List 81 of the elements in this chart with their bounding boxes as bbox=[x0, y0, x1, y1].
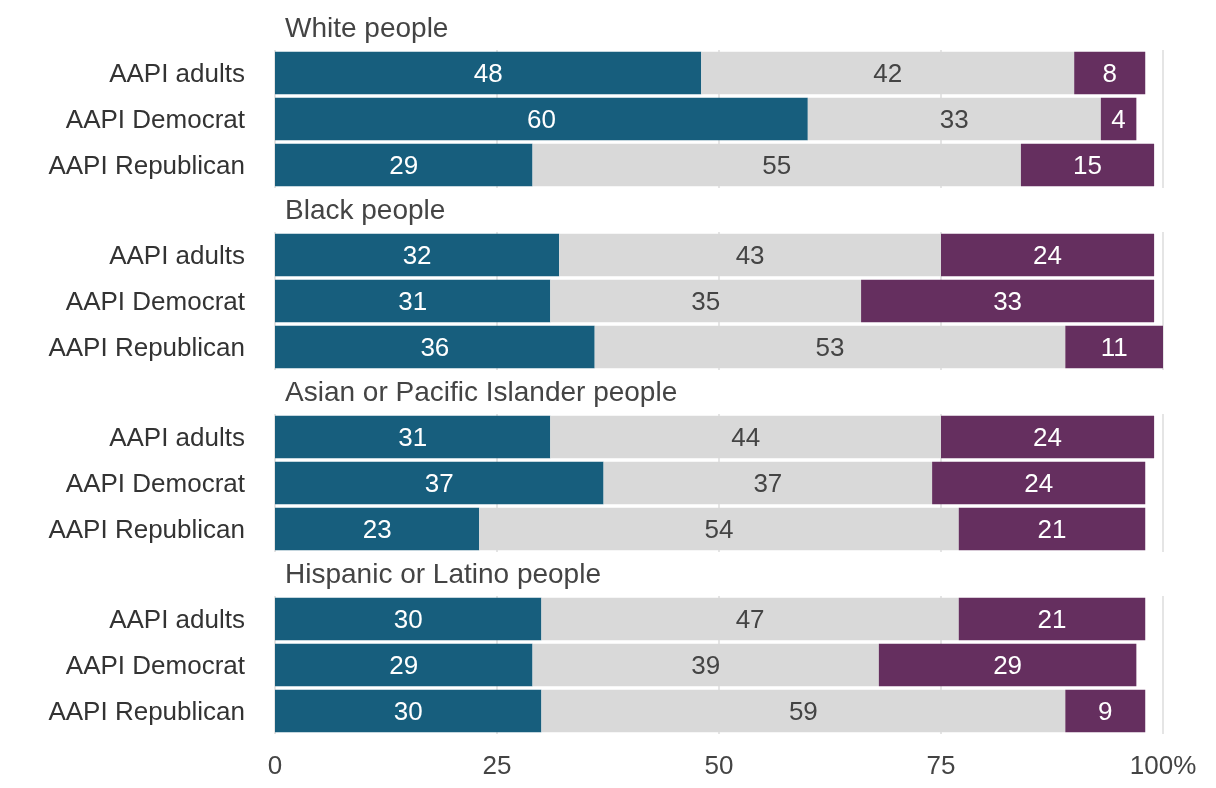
bar bbox=[275, 689, 542, 733]
x-tick-label: 50 bbox=[704, 750, 734, 780]
bar bbox=[275, 325, 595, 369]
data-label: 31 bbox=[398, 286, 428, 316]
data-label: 8 bbox=[1102, 58, 1117, 88]
y-tick-label: AAPI Democrat bbox=[65, 468, 246, 498]
bar bbox=[941, 415, 1155, 459]
data-label: 24 bbox=[1033, 422, 1063, 452]
y-tick-label: AAPI Democrat bbox=[65, 286, 246, 316]
y-tick-label: AAPI adults bbox=[109, 422, 245, 452]
y-tick-label: AAPI Republican bbox=[48, 332, 245, 362]
chart-title: White people bbox=[285, 11, 449, 43]
bar bbox=[1074, 51, 1146, 95]
y-tick-label: AAPI adults bbox=[109, 58, 245, 88]
bar bbox=[878, 643, 1137, 687]
data-label: 32 bbox=[402, 240, 432, 270]
y-tick-label: AAPI Republican bbox=[48, 696, 245, 726]
data-label: 37 bbox=[753, 468, 783, 498]
data-label: 37 bbox=[424, 468, 454, 498]
x-tick-label: 100% bbox=[1129, 750, 1197, 780]
bar bbox=[958, 507, 1146, 551]
data-label: 29 bbox=[389, 650, 419, 680]
bar bbox=[275, 507, 480, 551]
data-label: 21 bbox=[1037, 514, 1067, 544]
bar bbox=[275, 597, 542, 641]
data-label: 33 bbox=[939, 104, 969, 134]
x-tick-label: 0 bbox=[267, 750, 283, 780]
data-label: 55 bbox=[762, 150, 792, 180]
y-tick-label: AAPI adults bbox=[109, 240, 245, 270]
data-label: 4 bbox=[1111, 104, 1126, 134]
data-label: 43 bbox=[735, 240, 765, 270]
data-label: 31 bbox=[398, 422, 428, 452]
data-label: 42 bbox=[873, 58, 903, 88]
bar bbox=[275, 97, 808, 141]
data-label: 29 bbox=[389, 150, 419, 180]
data-label: 11 bbox=[1100, 332, 1128, 362]
chart-title: Black people bbox=[285, 193, 446, 225]
bar bbox=[1065, 325, 1163, 369]
data-label: 15 bbox=[1073, 150, 1102, 180]
bar bbox=[941, 233, 1155, 277]
bar bbox=[275, 461, 604, 505]
data-label: 9 bbox=[1098, 696, 1113, 726]
x-tick-label: 75 bbox=[926, 750, 956, 780]
bar bbox=[275, 143, 533, 187]
data-label: 39 bbox=[691, 650, 721, 680]
data-label: 30 bbox=[393, 604, 423, 634]
data-label: 35 bbox=[691, 286, 721, 316]
data-label: 21 bbox=[1037, 604, 1067, 634]
data-label: 44 bbox=[731, 422, 761, 452]
data-label: 54 bbox=[704, 514, 734, 544]
data-label: 48 bbox=[473, 58, 503, 88]
bar bbox=[1100, 97, 1137, 141]
data-label: 47 bbox=[735, 604, 765, 634]
data-label: 36 bbox=[420, 332, 450, 362]
data-label: 60 bbox=[526, 104, 556, 134]
data-label: 30 bbox=[393, 696, 423, 726]
data-label: 29 bbox=[993, 650, 1023, 680]
data-label: 53 bbox=[815, 332, 845, 362]
bar bbox=[275, 415, 551, 459]
chart-title: Hispanic or Latino people bbox=[285, 557, 601, 589]
bar bbox=[861, 279, 1155, 323]
bar bbox=[275, 233, 560, 277]
data-label: 33 bbox=[993, 286, 1023, 316]
data-label: 24 bbox=[1033, 240, 1063, 270]
x-tick-label: 25 bbox=[482, 750, 512, 780]
bar bbox=[1020, 143, 1155, 187]
data-label: 59 bbox=[788, 696, 818, 726]
data-label: 24 bbox=[1024, 468, 1054, 498]
y-tick-label: AAPI Republican bbox=[48, 150, 245, 180]
bar bbox=[275, 51, 702, 95]
chart-title: Asian or Pacific Islander people bbox=[285, 375, 678, 407]
bar bbox=[275, 279, 551, 323]
bar bbox=[275, 643, 533, 687]
y-tick-label: AAPI Democrat bbox=[65, 104, 246, 134]
bar bbox=[932, 461, 1146, 505]
bar bbox=[958, 597, 1146, 641]
y-tick-label: AAPI Republican bbox=[48, 514, 245, 544]
data-label: 23 bbox=[362, 514, 392, 544]
y-tick-label: AAPI Democrat bbox=[65, 650, 246, 680]
y-tick-label: AAPI adults bbox=[109, 604, 245, 634]
bar bbox=[1065, 689, 1146, 733]
